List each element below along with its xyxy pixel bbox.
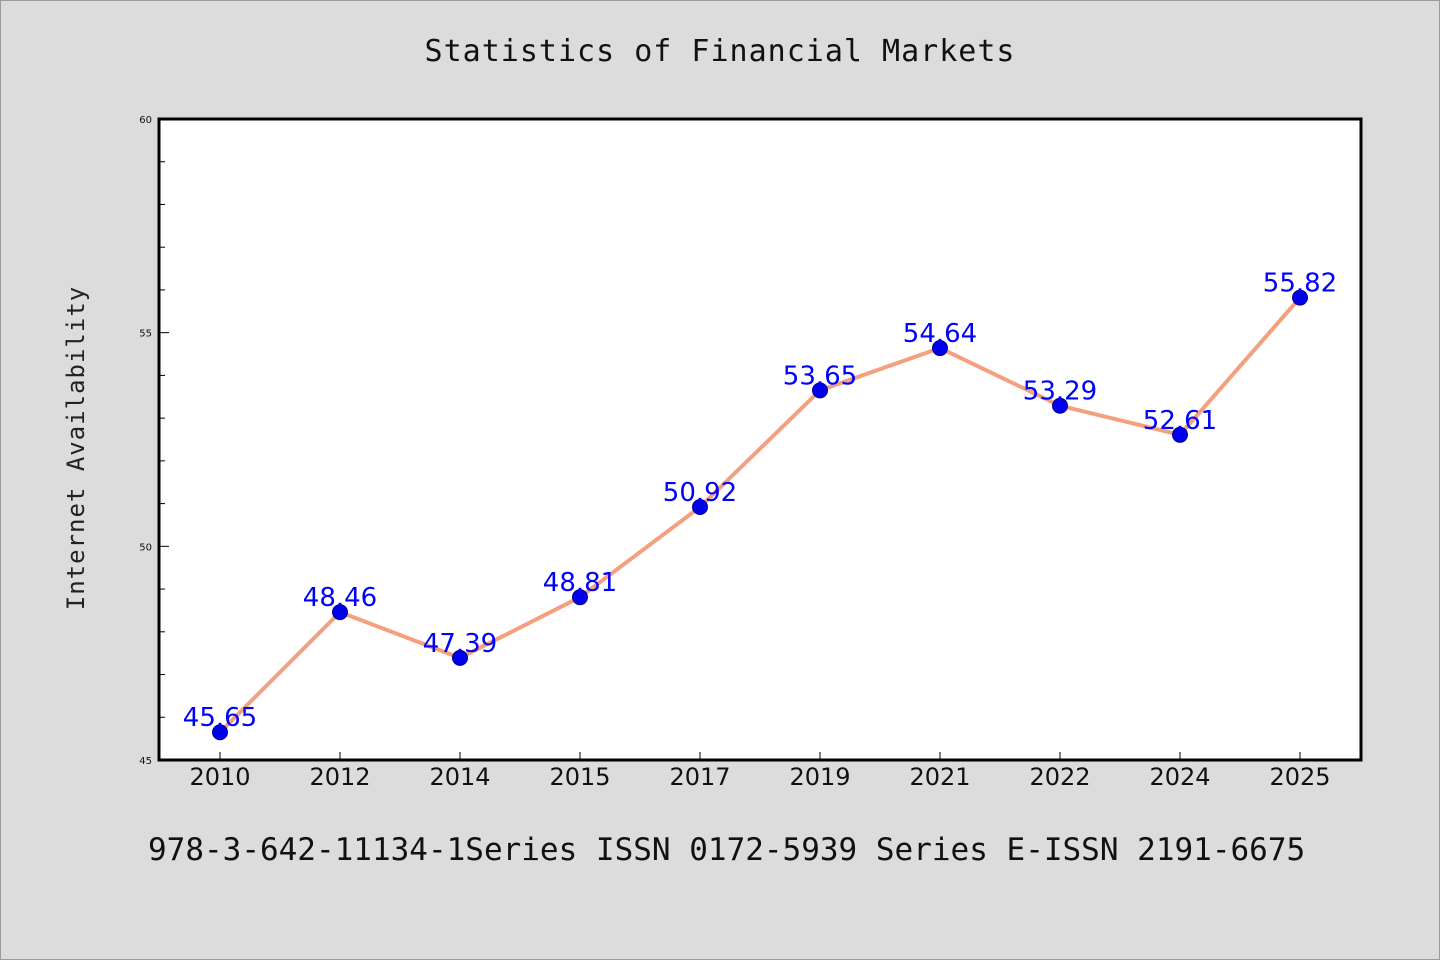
data-point bbox=[692, 499, 708, 516]
x-tick-label: 2025 bbox=[1269, 763, 1330, 791]
x-tick-label: 2024 bbox=[1149, 763, 1210, 791]
x-tick-label: 2014 bbox=[429, 763, 490, 791]
y-tick-label: 50 bbox=[139, 542, 152, 553]
data-point bbox=[932, 340, 948, 357]
series-line-group bbox=[218, 296, 1302, 734]
data-point bbox=[1172, 426, 1188, 443]
x-axis: 2010 2012 2014 2015 2017 2019 2021 2022 2024 2025 bbox=[189, 752, 1331, 791]
y-tick-label: 55 bbox=[139, 329, 152, 340]
footer-note: 978-3-642-11134-1Series ISSN 0172-5939 S… bbox=[148, 832, 1306, 868]
data-label: 48.46 bbox=[303, 583, 377, 613]
data-point bbox=[212, 724, 228, 741]
y-tick-label: 60 bbox=[139, 115, 152, 126]
x-tick-label: 2010 bbox=[189, 763, 250, 791]
x-tick-label: 2021 bbox=[909, 763, 970, 791]
data-point bbox=[812, 382, 828, 399]
data-label: 52.61 bbox=[1143, 406, 1217, 436]
x-tick-label: 2012 bbox=[309, 763, 370, 791]
data-label: 55.82 bbox=[1263, 269, 1337, 299]
data-point bbox=[572, 589, 588, 606]
data-label: 48.81 bbox=[543, 568, 617, 598]
data-label: 53.29 bbox=[1023, 377, 1097, 407]
x-tick-label: 2015 bbox=[549, 763, 610, 791]
marker-group bbox=[212, 289, 1308, 741]
data-label: 54.64 bbox=[903, 319, 977, 349]
y-axis: 45 50 55 60 bbox=[139, 115, 169, 767]
x-tick-label: 2017 bbox=[669, 763, 730, 791]
data-point bbox=[332, 604, 348, 621]
x-tick-label: 2019 bbox=[789, 763, 850, 791]
data-label: 45.65 bbox=[183, 703, 257, 733]
data-point bbox=[1292, 289, 1308, 306]
data-label-group: 45.65 48.46 47.39 48.81 50.92 53.65 54.64 53.29… bbox=[183, 269, 1337, 734]
plot-area bbox=[157, 117, 1363, 762]
y-tick-label: 45 bbox=[139, 756, 152, 767]
data-point bbox=[452, 649, 468, 666]
data-label: 50.92 bbox=[663, 478, 737, 508]
x-tick-label: 2022 bbox=[1029, 763, 1090, 791]
data-label: 47.39 bbox=[423, 629, 497, 659]
data-point bbox=[1052, 397, 1068, 414]
series-line bbox=[218, 296, 1302, 734]
data-label: 53.65 bbox=[783, 361, 857, 391]
chart-title: Statistics of Financial Markets bbox=[424, 34, 1016, 69]
